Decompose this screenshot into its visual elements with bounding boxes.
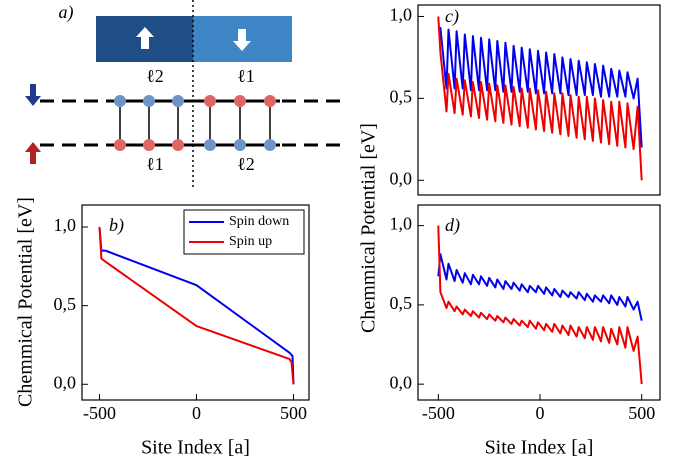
x-tick-label: 500 bbox=[628, 403, 655, 423]
x-tick-label: -500 bbox=[422, 403, 455, 423]
series-line bbox=[437, 225, 643, 385]
plot-frame bbox=[81, 204, 310, 401]
series-line bbox=[437, 26, 643, 148]
bond-label: ℓ2 bbox=[237, 154, 255, 174]
series-line bbox=[437, 16, 643, 181]
panel-label: a) bbox=[59, 2, 74, 23]
spin-up-arrow bbox=[25, 142, 41, 164]
y-tick-label: 1,0 bbox=[390, 5, 413, 25]
x-axis-label: Site Index [a] bbox=[141, 437, 250, 459]
sites bbox=[114, 95, 276, 151]
up-arrow bbox=[136, 27, 154, 49]
rungs bbox=[119, 101, 271, 145]
bond-label: ℓ1 bbox=[146, 154, 164, 174]
plot-frame bbox=[417, 4, 661, 196]
plot-frame bbox=[417, 204, 661, 401]
bond-label: ℓ2 bbox=[146, 66, 164, 86]
x-tick-label: 500 bbox=[280, 403, 307, 423]
legend-label: Spin down bbox=[229, 214, 289, 229]
y-tick-label: 1,0 bbox=[390, 214, 413, 234]
down-arrow bbox=[233, 29, 251, 51]
legend-box bbox=[183, 209, 305, 255]
y-tick-label: 0,5 bbox=[54, 294, 77, 314]
y-axis-label: Chemmical Potential [eV] bbox=[358, 123, 380, 333]
x-tick-label: 0 bbox=[192, 403, 201, 423]
x-tick-label: -500 bbox=[83, 403, 116, 423]
x-tick-label: 0 bbox=[536, 403, 545, 423]
y-tick-label: 0,0 bbox=[54, 372, 77, 392]
y-tick-label: 0,0 bbox=[390, 168, 413, 188]
series-line bbox=[98, 226, 295, 385]
legend-label: Spin up bbox=[229, 234, 272, 249]
y-tick-label: 0,0 bbox=[390, 372, 413, 392]
panel-label: c) bbox=[445, 6, 459, 27]
y-tick-label: 1,0 bbox=[54, 215, 77, 235]
y-tick-label: 0,5 bbox=[390, 86, 413, 106]
bond-label: ℓ1 bbox=[237, 66, 255, 86]
y-tick-label: 0,5 bbox=[390, 293, 413, 313]
y-axis-label: Chemmical Potential [eV] bbox=[15, 197, 37, 407]
x-axis-label: Site Index [a] bbox=[485, 437, 594, 459]
spin-down-arrow bbox=[25, 84, 41, 106]
panel-label: d) bbox=[445, 215, 460, 236]
panel-label: b) bbox=[109, 215, 124, 236]
diagram: a) ℓ2 ℓ1 ℓ1 ℓ2 bbox=[25, 0, 340, 190]
series-line bbox=[437, 253, 643, 321]
